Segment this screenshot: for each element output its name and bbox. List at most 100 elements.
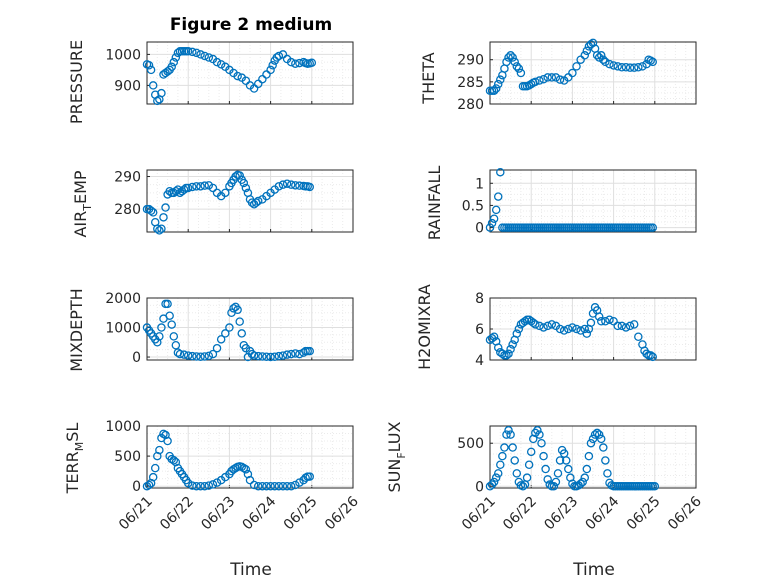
y-tick-label: 900 [114, 78, 141, 94]
data-point [564, 464, 573, 474]
y-tick-label: 0 [475, 479, 484, 495]
data-point [188, 182, 197, 192]
data-point [582, 329, 592, 338]
y-tick-label: 0 [132, 479, 141, 495]
y-tick-label: 4 [475, 353, 484, 369]
data-point [580, 473, 590, 482]
data-point [535, 76, 544, 85]
data-point [233, 71, 242, 81]
data-point [159, 213, 168, 222]
data-point [535, 430, 544, 439]
x-tick-label: 06/26 [665, 493, 705, 533]
data-point [196, 50, 205, 59]
data-point [266, 65, 275, 75]
axes-box [489, 425, 697, 489]
data-point [295, 181, 304, 190]
data-point [237, 329, 247, 338]
data-point [196, 481, 205, 491]
data-point [235, 171, 244, 180]
data-point [549, 482, 559, 491]
data-point [586, 318, 596, 328]
x-tick-label: 06/22 [500, 494, 540, 534]
data-point [506, 430, 515, 439]
data-point [531, 77, 540, 87]
data-point [169, 456, 179, 465]
xlabel-left: Time [229, 560, 272, 580]
data-point [578, 477, 587, 487]
data-point [212, 478, 222, 487]
data-point [518, 482, 528, 491]
data-point [555, 324, 565, 334]
data-point [531, 320, 540, 329]
data-point [163, 67, 172, 76]
data-point [586, 438, 596, 448]
data-point [592, 51, 602, 60]
data-point [208, 480, 218, 489]
data-point [163, 436, 172, 446]
data-point [539, 74, 548, 84]
data-point [157, 323, 166, 332]
y-tick-label: 0 [132, 350, 141, 366]
data-point [200, 352, 209, 361]
data-point [504, 426, 513, 435]
data-point [533, 426, 542, 435]
y-tick-label: 290 [457, 53, 484, 69]
data-point [599, 55, 608, 64]
data-point [535, 321, 544, 331]
data-point [208, 183, 218, 193]
data-point [580, 324, 590, 334]
data-point [274, 51, 284, 61]
panel-theta: 280 285 290 [457, 38, 697, 113]
ylabel-air-temp-sub: T [81, 204, 94, 212]
data-point [247, 198, 257, 207]
data-point [568, 323, 577, 332]
data-point [506, 344, 515, 354]
data-point [165, 186, 174, 196]
ylabel-mixdepth: MIXDEPTH [67, 288, 86, 371]
data-point [489, 214, 499, 223]
data-point [617, 62, 627, 72]
panel-pressure: 900 1000 [105, 41, 354, 106]
data-point [305, 472, 314, 481]
data-point [188, 351, 197, 361]
data-point [510, 57, 519, 67]
data-point [291, 59, 300, 68]
data-point [307, 58, 317, 68]
data-point [504, 349, 513, 359]
data-point [144, 61, 154, 70]
y-tick-label: 2000 [105, 291, 141, 307]
data-point [171, 186, 181, 196]
ylabel-sun-flux: SUNFLUX [385, 421, 408, 492]
ylabel-h2omixra: H2OMIXRA [415, 284, 434, 370]
panel-sun_flux: 06/21 06/22 06/23 06/24 06/25 06/26 0 500 [457, 425, 705, 534]
panels: 900100028028529028029000.510100020004680… [105, 38, 705, 534]
data-point [291, 181, 300, 190]
data-point [512, 62, 522, 71]
data-point [592, 428, 602, 438]
data-point [576, 479, 585, 488]
data-point [200, 181, 209, 190]
data-point [146, 206, 156, 216]
x-tick-label: 06/26 [322, 493, 362, 533]
data-point [282, 179, 292, 188]
data-point [572, 324, 581, 334]
x-tick-label: 06/22 [157, 494, 197, 534]
axes-box [146, 425, 354, 489]
data-point [274, 481, 284, 491]
data-point [621, 323, 631, 332]
data-point [543, 475, 552, 484]
data-point [212, 57, 222, 67]
data-point [286, 180, 296, 189]
data-point [278, 180, 288, 189]
data-point [520, 316, 530, 326]
data-point [485, 223, 495, 232]
data-point [609, 316, 618, 326]
ylabel-terr-msl: TERRMSL [63, 423, 86, 495]
data-point [221, 188, 230, 198]
data-point [502, 430, 511, 439]
data-point [286, 349, 296, 359]
data-point [524, 460, 534, 469]
data-point [498, 349, 507, 359]
data-point [146, 65, 156, 75]
data-point [150, 463, 160, 473]
